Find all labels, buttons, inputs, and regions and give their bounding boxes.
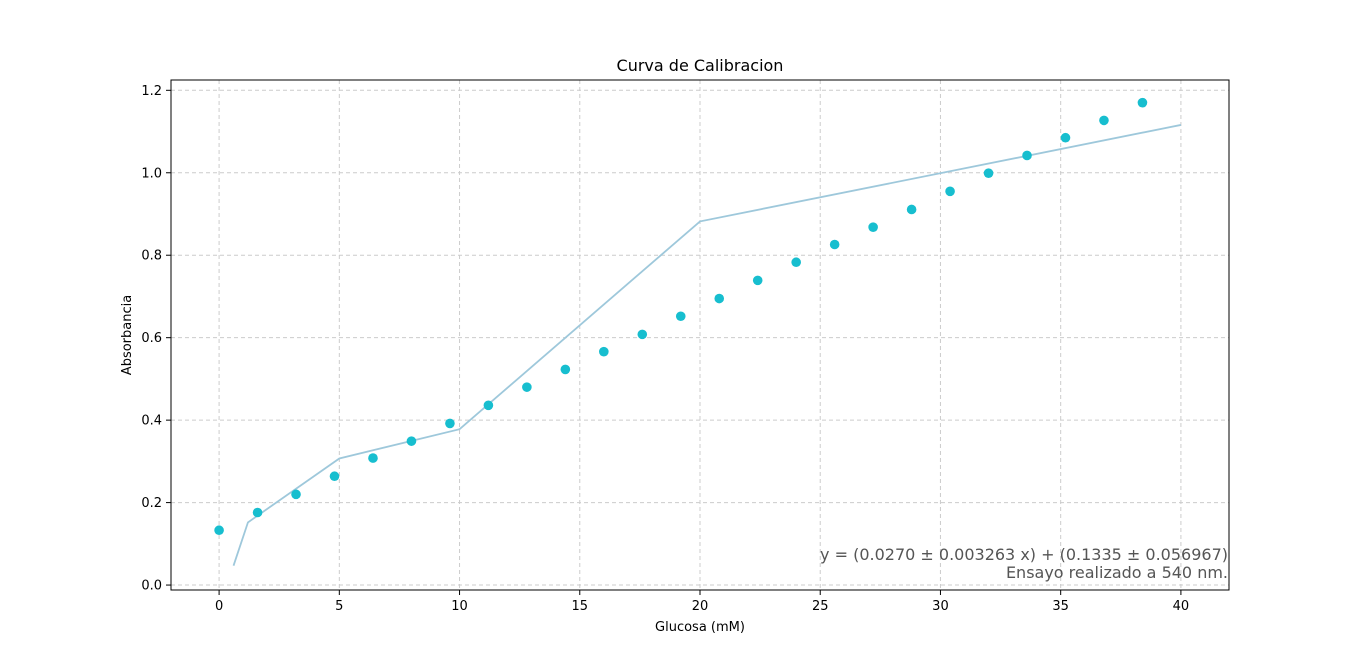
data-point [599, 346, 609, 357]
y-tick-label: 0.0 [141, 579, 162, 594]
data-point [560, 364, 571, 375]
data-point [1022, 150, 1032, 161]
x-tick-label: 5 [335, 599, 343, 614]
y-axis-ticks: 0.0 0.2 0.4 0.6 0.8 1.0 1.2 [141, 84, 171, 594]
y-axis-label: Absorbancia [120, 295, 135, 375]
data-point [406, 436, 417, 446]
data-point [983, 168, 994, 178]
data-point [329, 471, 340, 482]
x-tick-label: 0 [215, 599, 223, 614]
data-point [445, 418, 455, 429]
data-point [791, 257, 801, 268]
fit-line [232, 124, 1182, 566]
data-point [291, 489, 301, 500]
y-tick-label: 1.2 [141, 84, 162, 99]
data-point [368, 453, 378, 463]
data-point [752, 275, 763, 286]
data-point [906, 204, 917, 215]
y-tick-label: 1.0 [141, 166, 162, 181]
data-point [945, 186, 955, 197]
x-tick-label: 40 [1173, 599, 1190, 614]
y-tick-label: 0.8 [141, 249, 162, 264]
data-points [214, 97, 1148, 536]
x-tick-label: 20 [692, 599, 709, 614]
x-axis-label: Glucosa (mM) [655, 620, 745, 635]
fit-line-layer [232, 124, 1182, 566]
regression-equation: y = (0.0270 ± 0.003263 x) + (0.1335 ± 0.… [820, 545, 1228, 564]
data-point [252, 507, 263, 518]
data-point [483, 400, 494, 411]
x-axis-ticks: 0 5 10 15 20 25 30 35 40 [215, 590, 1189, 614]
data-point [1137, 97, 1148, 108]
data-point [637, 329, 648, 340]
grid-lines [171, 80, 1229, 590]
data-point [714, 293, 725, 304]
x-tick-label: 30 [932, 599, 949, 614]
assay-note: Ensayo realizado a 540 nm. [1006, 563, 1228, 582]
data-point [868, 222, 878, 232]
y-tick-label: 0.2 [141, 496, 162, 511]
y-tick-label: 0.6 [141, 331, 162, 346]
x-tick-label: 10 [451, 599, 468, 614]
x-tick-label: 35 [1052, 599, 1069, 614]
chart-title: Curva de Calibracion [617, 56, 784, 75]
data-point [522, 382, 532, 392]
data-point [1060, 132, 1071, 143]
y-tick-label: 0.4 [141, 414, 162, 429]
x-tick-label: 25 [812, 599, 829, 614]
x-tick-label: 15 [571, 599, 588, 614]
data-point [214, 525, 224, 536]
data-point [829, 239, 840, 250]
data-point [1099, 115, 1109, 126]
data-point [675, 311, 686, 322]
